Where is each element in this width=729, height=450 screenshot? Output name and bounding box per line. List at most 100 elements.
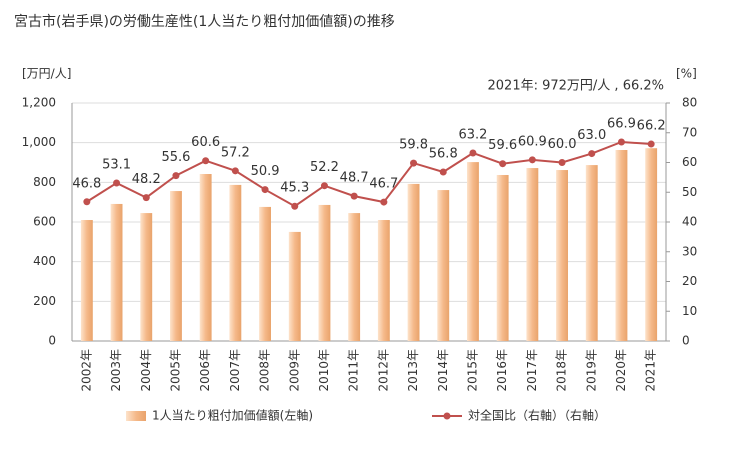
data-label: 63.2	[458, 127, 487, 142]
x-tick-label: 2005年	[168, 349, 182, 392]
bar	[585, 165, 598, 341]
x-tick-label: 2003年	[109, 349, 123, 392]
y2-tick-label: 0	[682, 334, 690, 348]
bar	[615, 150, 628, 341]
bar	[645, 148, 658, 341]
data-label: 53.1	[102, 158, 131, 173]
legend-swatch	[126, 411, 146, 421]
bar	[229, 184, 242, 341]
point	[113, 179, 121, 187]
x-tick-label: 2009年	[287, 349, 301, 392]
data-label: 45.3	[280, 181, 309, 196]
point	[350, 192, 358, 200]
y2-tick-label: 20	[682, 274, 697, 288]
data-label: 60.9	[518, 134, 547, 149]
y-tick-label: 400	[33, 254, 56, 268]
point	[499, 160, 507, 168]
y-tick-label: 200	[33, 294, 56, 308]
point	[410, 159, 418, 167]
point	[558, 159, 566, 166]
legend-label: 1人当たり粗付加価値額(左軸)	[152, 408, 313, 423]
data-label: 57.2	[221, 145, 250, 160]
data-label: 66.9	[607, 116, 636, 131]
bar	[259, 206, 271, 341]
x-tick-label: 2018年	[555, 349, 569, 392]
x-tick-label: 2017年	[525, 349, 539, 392]
data-label: 59.8	[399, 138, 428, 153]
legend-swatch	[443, 412, 451, 420]
data-label: 48.7	[340, 171, 369, 186]
y-axis-label: [万円/人]	[22, 67, 71, 81]
bar	[526, 168, 539, 341]
data-label: 48.2	[132, 172, 161, 187]
line	[86, 140, 652, 208]
point	[469, 149, 477, 157]
bar	[556, 170, 568, 341]
annotation: 2021年: 972万円/人 , 66.2%	[488, 79, 664, 94]
point	[617, 138, 625, 146]
x-tick-label: 2008年	[258, 349, 272, 392]
x-tick-label: 2020年	[614, 349, 628, 392]
x-tick-label: 2010年	[317, 349, 331, 392]
bar	[496, 174, 509, 341]
chart-title: 宮古市(岩手県)の労働生産性(1人当たり粗付加価値額)の推移	[14, 13, 395, 30]
point	[588, 150, 596, 158]
point	[320, 182, 328, 190]
y2-tick-label: 30	[682, 244, 697, 258]
data-label: 56.8	[429, 147, 458, 162]
x-tick-label: 2004年	[139, 349, 153, 392]
point	[528, 156, 536, 164]
point	[291, 202, 299, 210]
point	[142, 194, 150, 202]
data-label: 63.0	[577, 128, 606, 143]
bar	[140, 213, 153, 341]
point	[439, 168, 447, 176]
point	[202, 157, 210, 165]
point	[83, 198, 91, 206]
x-tick-label: 2013年	[406, 349, 420, 392]
point	[647, 140, 655, 148]
x-tick-label: 2007年	[228, 349, 242, 392]
data-label: 60.0	[548, 137, 577, 152]
data-label: 50.9	[251, 164, 280, 179]
x-tick-label: 2016年	[495, 349, 509, 392]
legend-label: 対全国比（右軸）（右軸）	[468, 408, 606, 423]
bar	[199, 174, 212, 341]
y2-tick-label: 50	[682, 185, 697, 199]
y2-axis-label: [%]	[676, 67, 697, 81]
x-tick-label: 2012年	[376, 349, 390, 392]
bar	[407, 183, 420, 341]
x-tick-label: 2002年	[79, 349, 93, 392]
data-label: 59.6	[488, 138, 517, 153]
data-label: 46.8	[72, 176, 101, 191]
y-tick-label: 600	[33, 215, 56, 229]
data-label: 46.7	[369, 177, 398, 192]
point	[231, 167, 239, 175]
y-tick-label: 0	[48, 334, 56, 348]
x-tick-label: 2015年	[465, 349, 479, 392]
y2-tick-label: 60	[682, 155, 697, 169]
point	[172, 172, 180, 180]
point	[380, 198, 388, 206]
bar	[170, 191, 182, 341]
bar	[110, 203, 123, 341]
y2-tick-label: 10	[682, 304, 697, 318]
y2-tick-label: 80	[682, 96, 697, 110]
y-tick-label: 800	[33, 175, 56, 189]
y-tick-label: 1,200	[22, 96, 56, 110]
bar	[318, 204, 331, 341]
x-tick-label: 2021年	[644, 349, 658, 392]
y2-tick-label: 40	[682, 215, 697, 229]
data-label: 52.2	[310, 160, 339, 175]
y-tick-label: 1,000	[22, 135, 56, 149]
data-label: 60.6	[191, 135, 220, 150]
data-label: 55.6	[161, 150, 190, 165]
bar	[467, 162, 479, 341]
x-tick-label: 2014年	[436, 349, 450, 392]
bar	[80, 220, 93, 341]
x-tick-label: 2011年	[347, 349, 361, 392]
x-tick-label: 2019年	[584, 349, 598, 392]
bar	[348, 213, 361, 341]
point	[261, 186, 269, 194]
